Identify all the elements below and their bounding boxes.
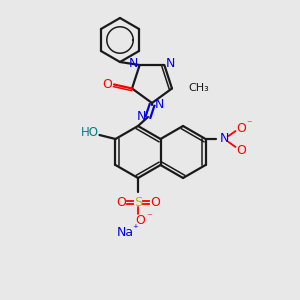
- Text: O: O: [116, 196, 126, 208]
- Text: S: S: [134, 196, 142, 208]
- Text: ⁺: ⁺: [132, 224, 138, 234]
- Text: HO: HO: [80, 125, 98, 139]
- Text: N: N: [136, 110, 146, 124]
- Text: ⁻: ⁻: [247, 119, 252, 129]
- Text: N: N: [166, 56, 175, 70]
- Text: O: O: [237, 143, 247, 157]
- Text: O: O: [135, 214, 145, 227]
- Text: Na: Na: [116, 226, 134, 238]
- Text: N: N: [220, 133, 229, 146]
- Text: O: O: [102, 78, 112, 91]
- Text: O: O: [150, 196, 160, 208]
- Text: N: N: [129, 56, 138, 70]
- Text: CH₃: CH₃: [188, 83, 209, 94]
- Text: O: O: [237, 122, 247, 134]
- Text: ⁻: ⁻: [146, 212, 152, 222]
- Text: N: N: [154, 98, 164, 112]
